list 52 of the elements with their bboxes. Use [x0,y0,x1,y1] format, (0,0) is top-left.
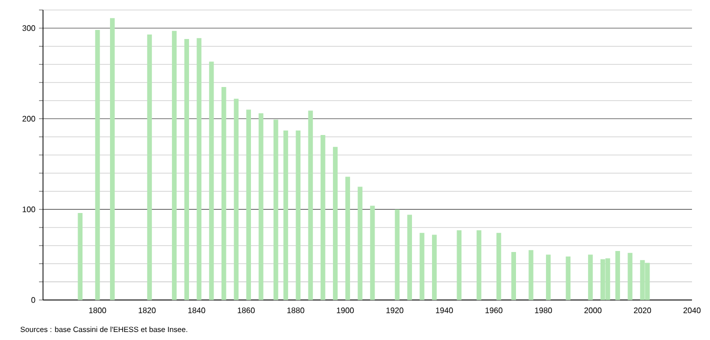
x-tick-label: 1940 [436,308,453,314]
x-tick-label: 2020 [634,308,652,314]
y-tick-label: 300 [22,25,36,31]
bar [345,176,350,300]
bar [246,110,251,300]
x-tick-label: 2040 [684,308,701,314]
x-tick-label: 1820 [138,308,156,314]
bar [528,250,534,300]
bar [196,38,202,300]
bar [172,30,177,300]
bar [628,252,632,300]
bar [332,146,338,300]
bar [394,209,400,300]
bar [234,98,239,300]
x-tick-label: 2000 [584,308,602,314]
bar [221,87,226,300]
bar [432,234,437,300]
bar [110,18,115,300]
y-tick-label: 200 [22,116,36,122]
x-tick-label: 1860 [238,308,255,314]
bar [95,30,100,300]
bar [407,214,412,300]
bar [476,230,482,300]
x-tick-label: 1840 [188,308,206,314]
bar [566,256,570,300]
bar [209,62,214,300]
y-tick-label: 100 [22,206,36,212]
bar [308,110,313,300]
x-tick-label: 1980 [535,308,552,314]
x-tick-label: 1900 [336,308,354,314]
bar [258,113,264,300]
bar [283,130,288,300]
x-tick-label: 1800 [89,308,106,314]
bar [274,120,278,300]
x-tick-label: 1880 [287,308,304,314]
bar [615,251,620,300]
bar [456,230,462,300]
bar [78,212,83,300]
bar [358,186,362,300]
bar [320,135,326,300]
x-tick-label: 1920 [386,308,404,314]
bar [588,254,593,300]
bar [296,130,300,300]
bar [184,38,190,300]
bar [496,232,502,300]
bar [511,252,516,300]
bar [147,34,152,300]
bar [370,206,375,300]
bar [546,254,551,300]
x-tick-label: 1960 [486,308,502,314]
bar [420,232,424,300]
y-tick-label: 0 [31,297,36,303]
